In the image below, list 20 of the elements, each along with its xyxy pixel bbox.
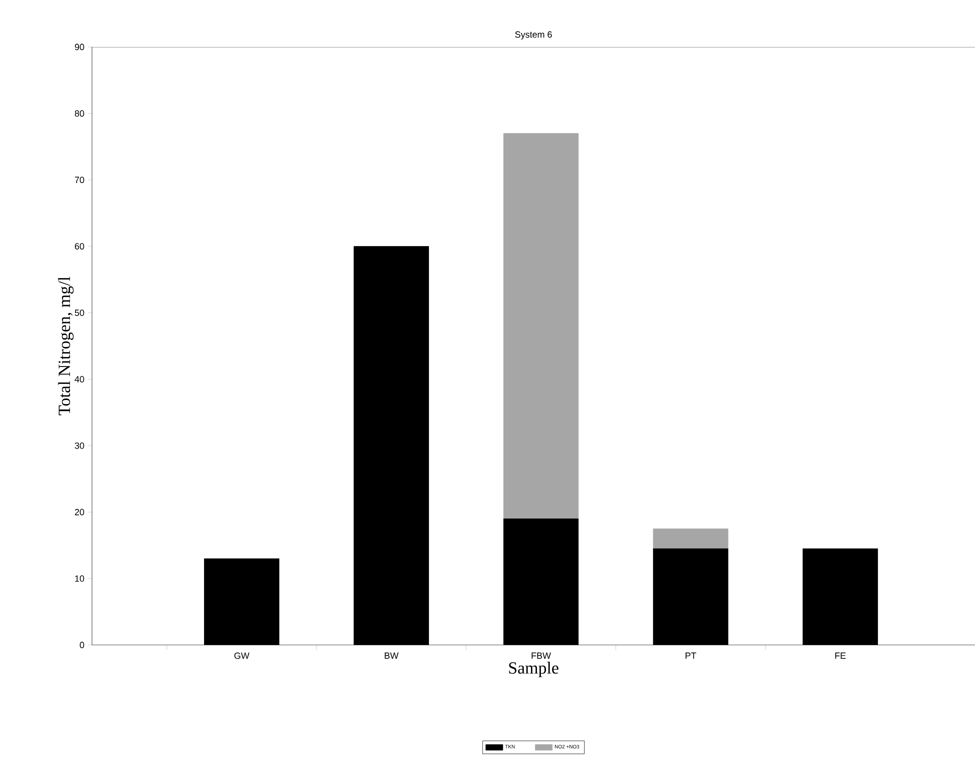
y-tick-label: 20 (74, 508, 84, 516)
y-tick-label: 30 (74, 442, 84, 449)
y-tick-label: 40 (74, 376, 84, 382)
bar (503, 133, 579, 519)
y-tick-label: 0 (80, 642, 84, 648)
y-tick-label: 90 (74, 44, 84, 50)
chart-title: System 6 (515, 31, 552, 40)
x-tick-label: PT (686, 652, 696, 659)
x-tick-label: FBW (532, 652, 551, 659)
y-tick-label: 10 (75, 575, 84, 582)
y-tick-label: 80 (74, 110, 84, 117)
y-tick-label: 70 (74, 176, 84, 184)
y-tick-label: 60 (74, 243, 84, 250)
bar (653, 528, 728, 549)
y-tick-label: 50 (74, 310, 84, 316)
x-tick-label: BW (384, 652, 399, 659)
y-axis-title: Total Nitrogen, mg/l (58, 276, 74, 416)
x-axis-title: Sample (509, 662, 558, 678)
x-tick-label: GW (234, 652, 250, 659)
x-tick-label: FE (835, 652, 846, 659)
